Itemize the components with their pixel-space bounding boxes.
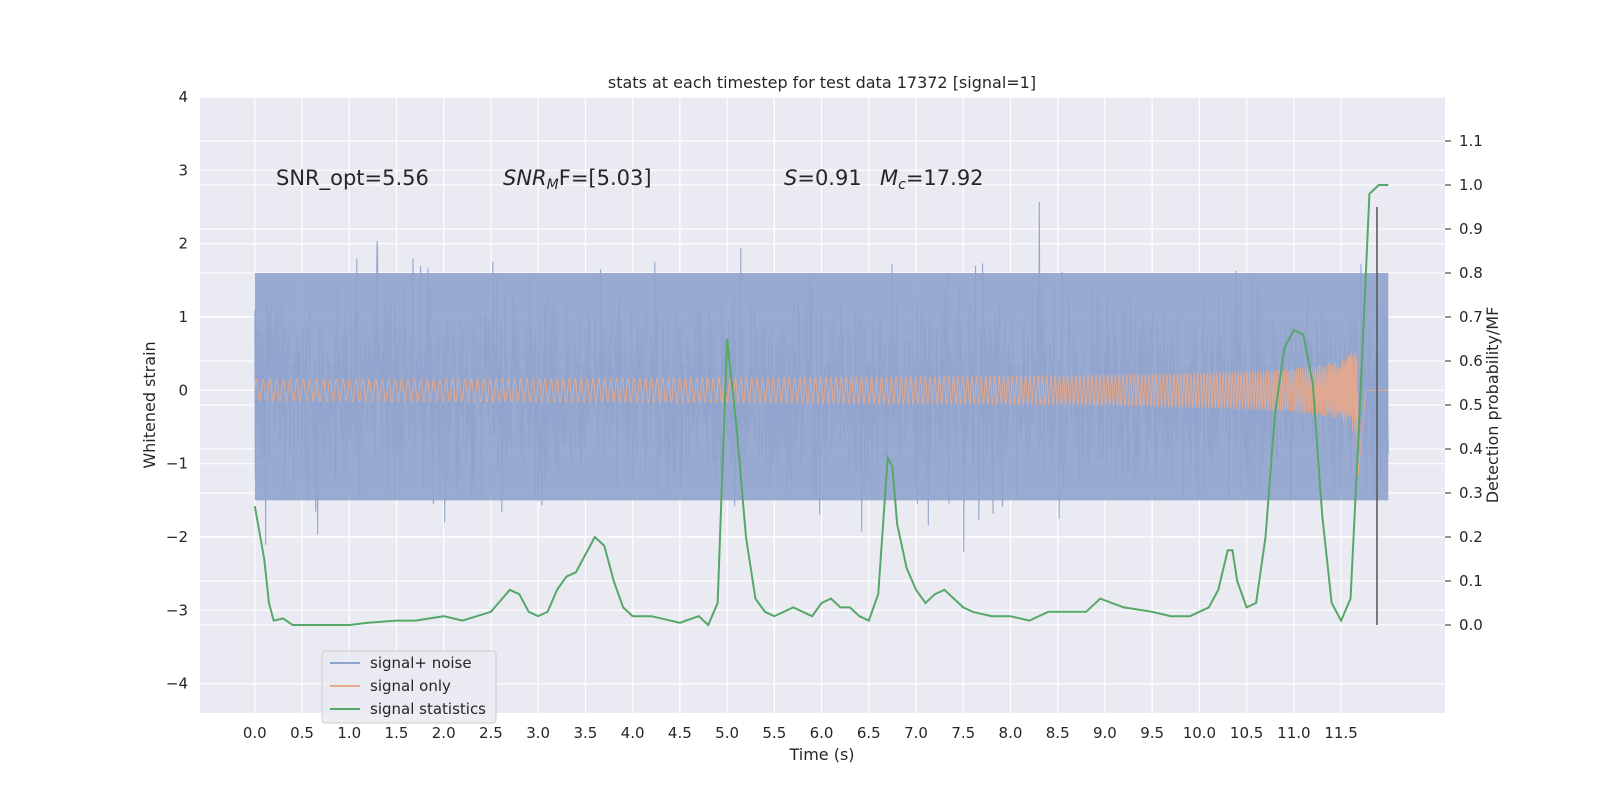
y-tick-label-right: 1.1 [1459, 132, 1483, 150]
y-tick-label-left: 0 [178, 381, 188, 399]
annotation-mc-value: =17.92 [906, 166, 984, 190]
legend-label-signal-only: signal only [370, 677, 451, 695]
y-tick-label-left: −4 [166, 675, 188, 693]
y-tick-label-right: 1.0 [1459, 176, 1483, 194]
annotation-s-prefix: S [784, 166, 797, 190]
x-tick-label: 8.0 [999, 724, 1023, 742]
y-tick-label-right: 0.3 [1459, 484, 1483, 502]
x-tick-label: 2.5 [479, 724, 503, 742]
signal-trace [254, 351, 1389, 477]
annotation-snr-mf-sub: M [547, 177, 559, 193]
y-tick-label-right: 0.9 [1459, 220, 1483, 238]
x-tick-label: 9.5 [1140, 724, 1164, 742]
series-signal-only [254, 351, 1389, 477]
annotation-snr-mf: SNRMF=[5.03] [503, 166, 652, 193]
y-axis-ticks-right: 0.0 0.1 0.2 0.3 0.4 0.5 0.6 0.7 0.8 0.9 1.0 1.1 [1445, 132, 1483, 634]
x-tick-label: 7.0 [904, 724, 928, 742]
x-tick-label: 5.5 [762, 724, 786, 742]
x-tick-label: 10.0 [1183, 724, 1216, 742]
y-tick-label-right: 0.8 [1459, 264, 1483, 282]
series-signal-statistics [253, 184, 1389, 627]
annotation-s-value: =0.91 [797, 166, 861, 190]
x-tick-label: 10.5 [1230, 724, 1263, 742]
chart-title: stats at each timestep for test data 173… [608, 73, 1036, 92]
x-tick-label: 2.0 [432, 724, 456, 742]
x-tick-label: 0.0 [243, 724, 267, 742]
legend-label-signal-plus-noise: signal+ noise [370, 654, 472, 672]
y-tick-label-right: 0.6 [1459, 352, 1483, 370]
y-tick-label-left: 4 [178, 88, 188, 106]
annotation-mc-prefix: M [880, 166, 898, 190]
y-axis-ticks-left: −4 −3 −2 −1 0 1 2 3 4 [166, 88, 188, 693]
legend-box [321, 650, 497, 724]
x-tick-label: 8.5 [1046, 724, 1070, 742]
annotation-mc: Mc=17.92 [880, 166, 984, 193]
legend-label-signal-statistics: signal statistics [370, 700, 486, 718]
x-axis-ticks: 0.0 0.5 1.0 1.5 2.0 2.5 3.0 3.5 4.0 4.5 5.0 5.5 6.0 6… [243, 724, 1358, 742]
y-tick-label-left: −1 [166, 455, 188, 473]
annotation-snr-mf-prefix: SNR [503, 166, 547, 190]
x-tick-label: 11.0 [1277, 724, 1310, 742]
x-tick-label: 3.0 [526, 724, 550, 742]
x-tick-label: 1.5 [385, 724, 409, 742]
annotation-s: S=0.91 [784, 166, 862, 190]
y-axis-label-right: Detection probability/MF [1483, 307, 1502, 504]
y-tick-label-left: 1 [178, 308, 188, 326]
x-tick-label: 6.5 [857, 724, 881, 742]
x-tick-label: 1.0 [337, 724, 361, 742]
x-tick-label: 5.0 [715, 724, 739, 742]
x-tick-label: 4.5 [668, 724, 692, 742]
x-tick-label: 7.5 [951, 724, 975, 742]
x-tick-label: 0.5 [290, 724, 314, 742]
x-axis-label: Time (s) [788, 745, 854, 764]
y-tick-label-right: 0.2 [1459, 528, 1483, 546]
y-tick-label-left: −3 [166, 601, 188, 619]
y-axis-label-left: Whitened strain [140, 341, 159, 468]
y-tick-label-right: 0.7 [1459, 308, 1483, 326]
noise-trace [254, 201, 1389, 552]
x-tick-label: 6.0 [810, 724, 834, 742]
y-tick-label-right: 0.5 [1459, 396, 1483, 414]
annotation-snr-mf-suffix: F=[5.03] [559, 166, 652, 190]
x-tick-label: 9.0 [1093, 724, 1117, 742]
y-tick-label-left: 2 [178, 235, 188, 253]
y-tick-label-right: 0.4 [1459, 440, 1483, 458]
x-tick-label: 11.5 [1324, 724, 1357, 742]
y-tick-label-left: −2 [166, 528, 188, 546]
y-tick-label-right: 0.0 [1459, 616, 1483, 634]
legend: signal+ noise signal only signal statist… [321, 650, 497, 724]
annotation-snr-opt: SNR_opt=5.56 [276, 166, 429, 191]
statistics-trace [253, 184, 1389, 627]
annotation-mc-sub: c [898, 177, 906, 193]
y-tick-label-right: 0.1 [1459, 572, 1483, 590]
x-tick-label: 4.0 [621, 724, 645, 742]
y-tick-label-left: 3 [178, 161, 188, 179]
x-tick-label: 3.5 [573, 724, 597, 742]
